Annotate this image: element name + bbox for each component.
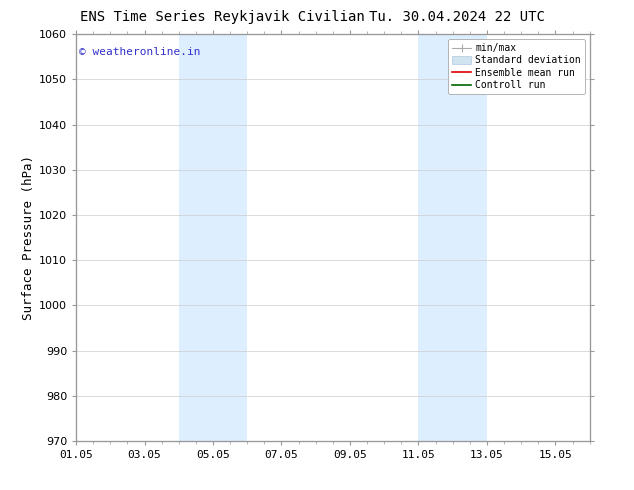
Text: ENS Time Series Reykjavik Civilian: ENS Time Series Reykjavik Civilian <box>79 10 365 24</box>
Text: © weatheronline.in: © weatheronline.in <box>79 47 200 56</box>
Legend: min/max, Standard deviation, Ensemble mean run, Controll run: min/max, Standard deviation, Ensemble me… <box>448 39 585 94</box>
Bar <box>179 34 247 441</box>
Y-axis label: Surface Pressure (hPa): Surface Pressure (hPa) <box>22 155 35 320</box>
Text: Tu. 30.04.2024 22 UTC: Tu. 30.04.2024 22 UTC <box>368 10 545 24</box>
Bar <box>418 34 487 441</box>
